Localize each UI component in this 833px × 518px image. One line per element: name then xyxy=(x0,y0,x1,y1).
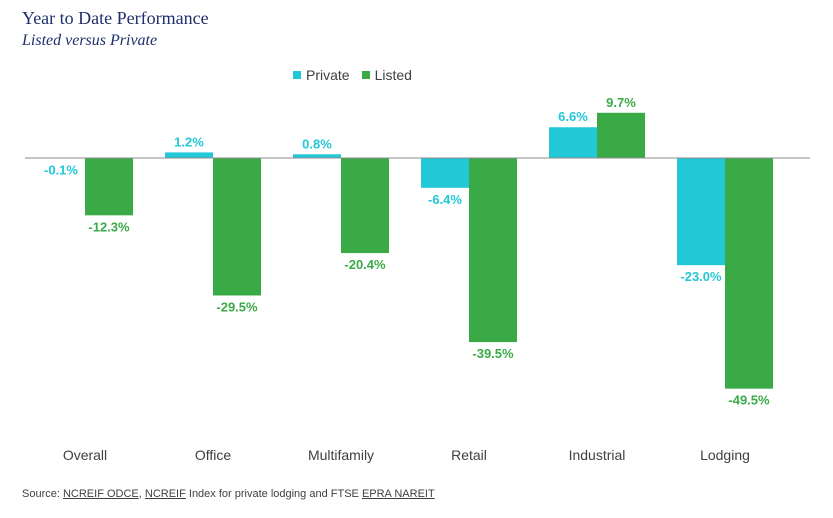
data-label-listed-lodging: -49.5% xyxy=(728,393,770,408)
source-link-odce: NCREIF ODCE xyxy=(62,488,139,500)
category-label-retail: Retail xyxy=(451,447,487,463)
category-label-overall: Overall xyxy=(63,447,107,463)
data-label-listed-industrial: 9.7% xyxy=(606,95,636,110)
category-label-office: Office xyxy=(195,447,232,463)
legend-swatch-private xyxy=(293,71,301,79)
data-label-private-multifamily: 0.8% xyxy=(302,136,332,151)
source-link-epra: EPRA NAREIT xyxy=(361,488,435,500)
bar-listed-office xyxy=(213,158,261,296)
bar-listed-industrial xyxy=(597,112,645,158)
bar-listed-retail xyxy=(469,158,517,343)
bar-private-lodging xyxy=(677,158,725,266)
legend-item-private: Private xyxy=(293,67,350,83)
data-label-private-retail: -6.4% xyxy=(428,192,462,207)
legend-swatch-listed xyxy=(361,71,370,79)
bar-listed-overall xyxy=(85,158,133,216)
legend-item-listed: Listed xyxy=(361,67,412,83)
data-label-private-office: 1.2% xyxy=(174,134,204,149)
legend: Private Listed xyxy=(293,67,424,83)
source-link-ncreif: NCREIF xyxy=(144,488,186,500)
data-label-listed-office: -29.5% xyxy=(216,299,258,314)
bar-private-office xyxy=(165,152,213,158)
category-label-multifamily: Multifamily xyxy=(308,447,374,463)
bar-private-industrial xyxy=(549,127,597,158)
data-label-listed-overall: -12.3% xyxy=(88,219,130,234)
category-label-lodging: Lodging xyxy=(700,447,750,463)
data-label-listed-retail: -39.5% xyxy=(472,346,514,361)
source-note: Source: NCREIF ODCE, NCREIF Index for pr… xyxy=(22,488,435,500)
category-label-industrial: Industrial xyxy=(569,447,626,463)
data-label-listed-multifamily: -20.4% xyxy=(344,257,386,272)
source-prefix: Source: xyxy=(22,488,63,500)
bar-private-retail xyxy=(421,158,469,188)
bar-private-multifamily xyxy=(293,154,341,158)
legend-label-private: Private xyxy=(306,67,350,83)
source-sep: , xyxy=(138,488,145,500)
data-label-private-overall: -0.1% xyxy=(44,162,78,177)
bar-listed-multifamily xyxy=(341,158,389,254)
legend-label-listed: Listed xyxy=(374,67,412,83)
source-mid: Index for private lodging and FTSE xyxy=(185,488,362,500)
bar-listed-lodging xyxy=(725,158,773,389)
chart-title: Year to Date Performance xyxy=(22,8,209,28)
data-label-private-industrial: 6.6% xyxy=(558,109,588,124)
data-label-private-lodging: -23.0% xyxy=(680,269,722,284)
chart-subtitle: Listed versus Private xyxy=(22,32,158,49)
